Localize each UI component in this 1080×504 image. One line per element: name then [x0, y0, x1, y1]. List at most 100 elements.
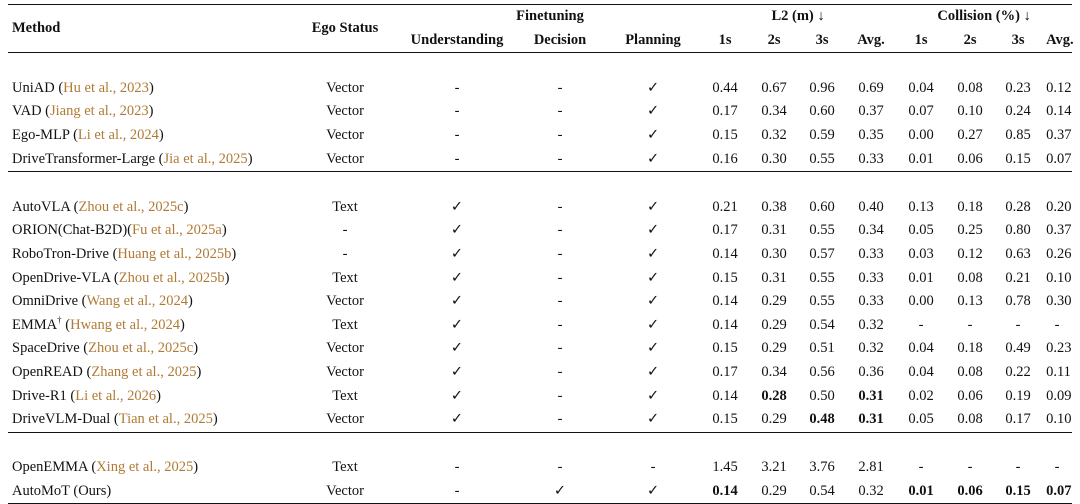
collision-value-cell: 0.01 — [908, 269, 934, 286]
method-name: VAD ( — [12, 103, 50, 120]
header-decision: Decision — [533, 31, 587, 48]
ego-status-cell: Vector — [326, 150, 364, 167]
method-name: AutoVLA ( — [12, 198, 79, 215]
ego-status-cell: Text — [332, 459, 358, 476]
collision-value-cell: 0.08 — [957, 411, 983, 428]
collision-value-cell: 0.63 — [1005, 245, 1031, 262]
understanding-cell: - — [454, 79, 460, 96]
method-cell: OpenEMMA (Xing et al., 2025) — [8, 456, 290, 480]
method-footnote-mark: † — [57, 314, 62, 325]
planning-cell: ✓ — [646, 340, 660, 357]
method-name: DriveVLM-Dual ( — [12, 411, 119, 428]
citation-close: ) — [231, 245, 237, 262]
citation-link: Li et al., 2024 — [77, 126, 159, 143]
collision-value-cell: 0.01 — [908, 482, 934, 499]
l2-value-cell: 0.48 — [809, 411, 835, 428]
ego-status-cell: Text — [332, 269, 358, 286]
understanding-cell: ✓ — [450, 316, 464, 333]
citation-close: ) — [196, 363, 202, 380]
understanding-cell: - — [454, 103, 460, 120]
collision-value-cell: 0.27 — [957, 126, 983, 143]
understanding-cell: ✓ — [450, 387, 464, 404]
group-divider — [8, 171, 1073, 196]
method-cell: AutoMoT (Ours) — [8, 480, 290, 504]
understanding-cell: ✓ — [450, 245, 464, 262]
l2-value-cell: 0.14 — [712, 316, 738, 333]
l2-value-cell: 0.67 — [761, 79, 787, 96]
collision-value-cell: 0.19 — [1005, 387, 1031, 404]
decision-cell: - — [557, 363, 563, 380]
citation-link: Huang et al., 2025b — [117, 245, 232, 262]
collision-value-cell: 0.18 — [957, 198, 983, 215]
method-name: UniAD ( — [12, 79, 64, 96]
citation-link: Zhou et al., 2025b — [118, 269, 225, 286]
collision-value-cell: 0.17 — [1005, 411, 1031, 428]
l2-value-cell: 0.32 — [761, 126, 787, 143]
method-cell: RoboTron-Drive (Huang et al., 2025b) — [8, 243, 290, 267]
collision-value-cell: 0.00 — [908, 293, 934, 310]
collision-value-cell: 0.37 — [1046, 222, 1072, 239]
method-cell: DriveTransformer-Large (Jia et al., 2025… — [8, 148, 290, 172]
l2-value-cell: 0.15 — [712, 126, 738, 143]
collision-value-cell: 0.04 — [908, 79, 934, 96]
l2-value-cell: 0.50 — [809, 387, 835, 404]
l2-value-cell: 0.56 — [809, 363, 835, 380]
l2-value-cell: 0.36 — [858, 363, 884, 380]
decision-cell: - — [557, 222, 563, 239]
l2-value-cell: 0.14 — [712, 293, 738, 310]
planning-cell: ✓ — [646, 269, 660, 286]
citation-link: Hu et al., 2023 — [63, 79, 149, 96]
citation-close: ) — [158, 126, 164, 143]
planning-cell: ✓ — [646, 103, 660, 120]
understanding-cell: ✓ — [450, 340, 464, 357]
planning-cell: ✓ — [646, 222, 660, 239]
collision-value-cell: 0.05 — [908, 411, 934, 428]
results-table: Method Ego Status Finetuning L2 (m) ↓ Co… — [8, 4, 1074, 504]
l2-value-cell: 0.14 — [712, 387, 738, 404]
citation-link: Fu et al., 2025a — [132, 222, 222, 239]
l2-value-cell: 0.55 — [809, 222, 835, 239]
citation-close: ) — [212, 411, 218, 428]
collision-value-cell: - — [918, 316, 924, 333]
citation-link: Zhou et al., 2025c — [78, 198, 184, 215]
citation-close: ) — [221, 222, 227, 239]
collision-value-cell: 0.06 — [957, 387, 983, 404]
collision-value-cell: 0.20 — [1046, 198, 1072, 215]
header-col-2s: 2s — [963, 31, 977, 48]
collision-value-cell: 0.26 — [1046, 245, 1072, 262]
l2-value-cell: 0.31 — [761, 269, 787, 286]
l2-value-cell: 0.17 — [712, 363, 738, 380]
citation-close: ) — [148, 103, 154, 120]
l2-value-cell: 0.33 — [858, 269, 884, 286]
header-l2-1s: 1s — [718, 31, 732, 48]
collision-value-cell: 0.10 — [1046, 269, 1072, 286]
table-body: UniAD (Hu et al., 2023) Vector - - ✓ 0.44 0.67… — [8, 52, 1073, 504]
planning-cell: ✓ — [646, 363, 660, 380]
l2-value-cell: 0.40 — [858, 198, 884, 215]
l2-value-cell: 0.35 — [858, 126, 884, 143]
collision-value-cell: 0.85 — [1005, 126, 1031, 143]
collision-value-cell: 0.14 — [1046, 103, 1072, 120]
table-row: EMMA† (Hwang et al., 2024) Text ✓ - ✓ 0.14 0.2… — [8, 314, 1072, 338]
header-collision: Collision (%) ↓ — [937, 8, 1031, 24]
divider-cell — [8, 172, 1072, 196]
collision-value-cell: 0.24 — [1005, 103, 1031, 120]
planning-cell: ✓ — [646, 126, 660, 143]
table-row: VAD (Jiang et al., 2023) Vector - - ✓ 0.17 0.3… — [8, 100, 1072, 124]
ego-status-cell: Vector — [326, 126, 364, 143]
table-row: OpenDrive-VLA (Zhou et al., 2025b) Text ✓ -… — [8, 267, 1072, 291]
table-row: OpenREAD (Zhang et al., 2025) Vector ✓ - ✓ 0.… — [8, 361, 1072, 385]
planning-cell: ✓ — [646, 411, 660, 428]
decision-cell: - — [557, 269, 563, 286]
l2-value-cell: 0.33 — [858, 150, 884, 167]
l2-value-cell: 0.21 — [712, 198, 738, 215]
l2-value-cell: 0.16 — [712, 150, 738, 167]
l2-value-cell: 3.76 — [809, 459, 835, 476]
ego-status-cell: Vector — [326, 79, 364, 96]
divider-cell — [8, 432, 1072, 456]
l2-value-cell: 0.33 — [858, 293, 884, 310]
collision-value-cell: 0.00 — [908, 126, 934, 143]
method-name: OpenREAD ( — [12, 363, 92, 380]
collision-value-cell: 0.01 — [908, 150, 934, 167]
collision-value-cell: 0.15 — [1005, 482, 1031, 499]
